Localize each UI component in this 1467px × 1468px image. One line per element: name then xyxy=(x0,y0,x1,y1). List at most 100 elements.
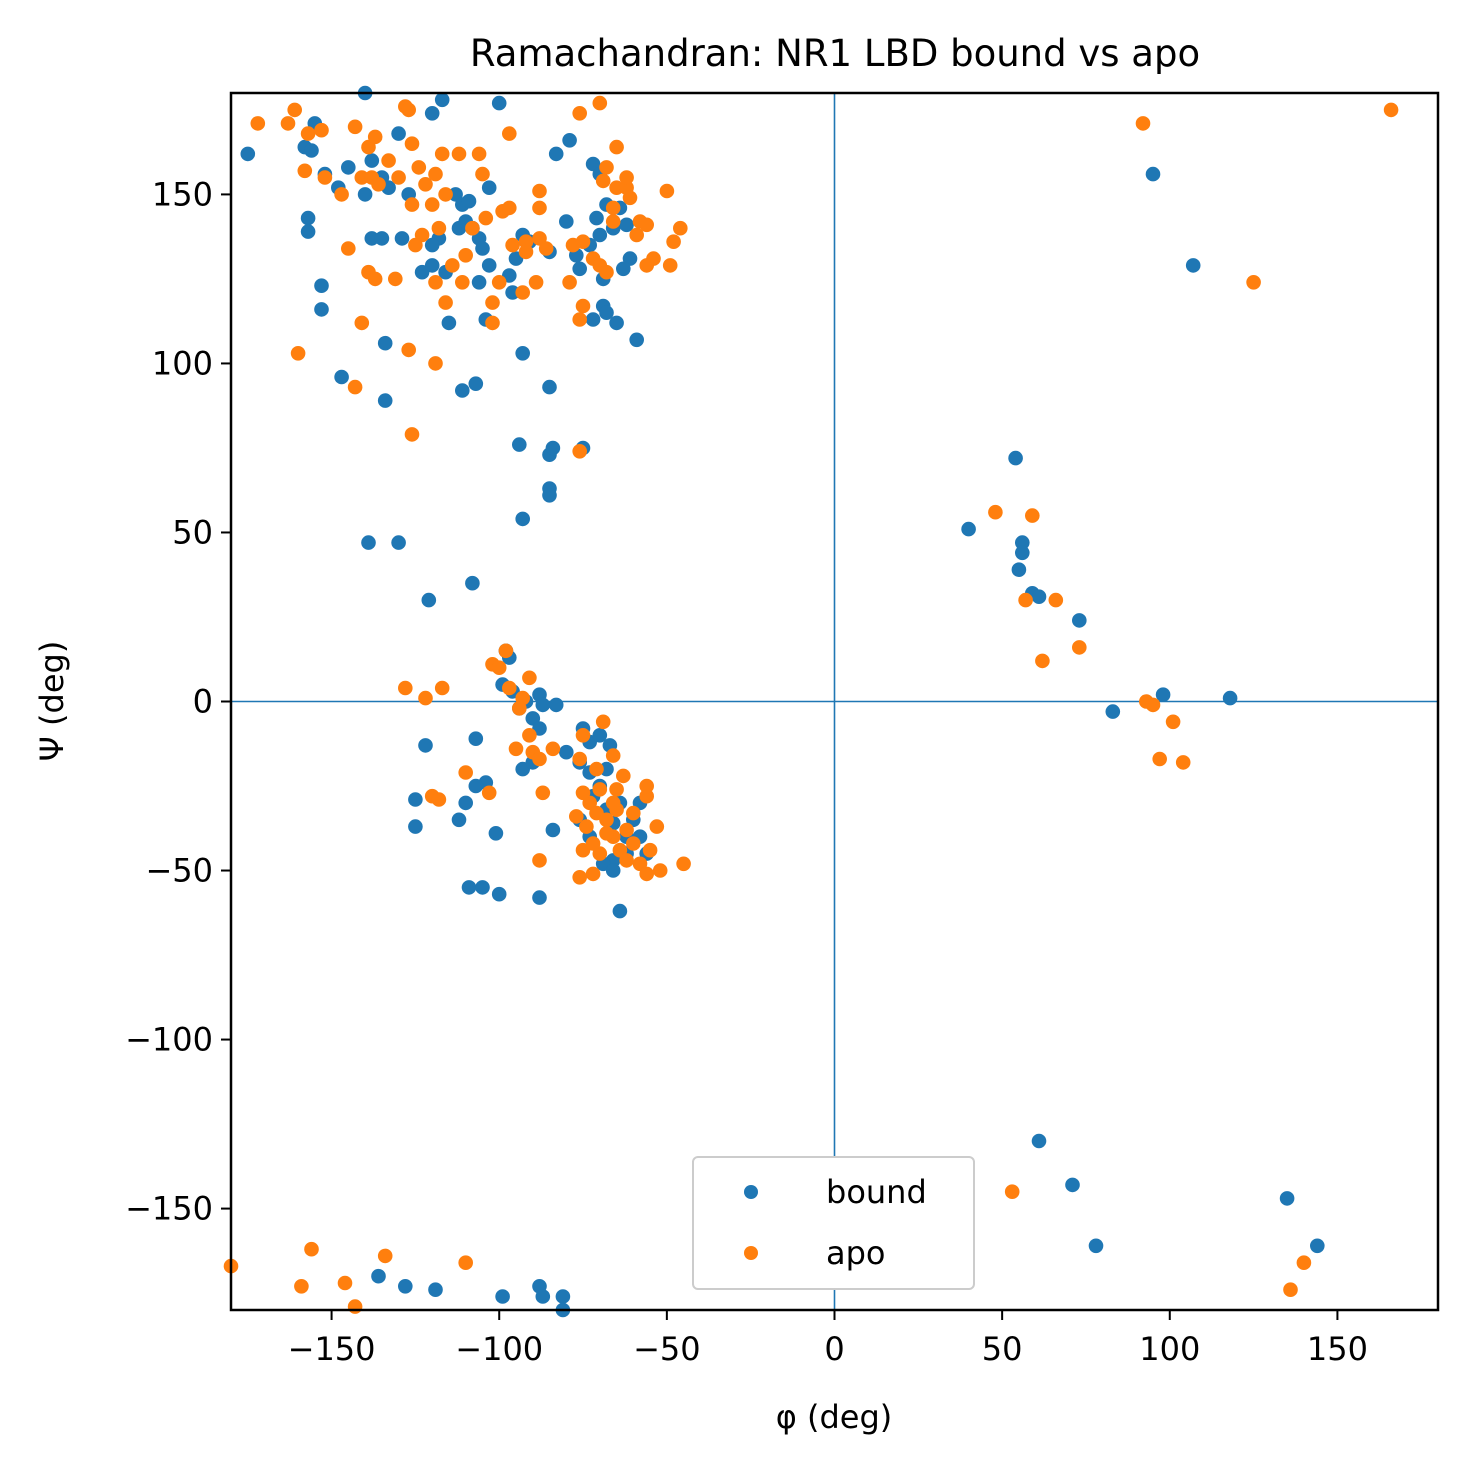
legend-marker-apo xyxy=(744,1246,758,1260)
bound-point xyxy=(374,231,390,246)
apo-point xyxy=(337,1275,353,1291)
apo-point xyxy=(404,427,420,442)
apo-point xyxy=(652,863,668,878)
apo-point xyxy=(428,275,443,290)
y-tick-label: 50 xyxy=(172,513,213,551)
bound-point xyxy=(475,241,490,256)
y-axis-ticks: −150 −100 −50 0 50 100 150 xyxy=(125,175,231,1228)
bound-point xyxy=(542,488,557,503)
bound-point xyxy=(616,261,631,277)
apo-point xyxy=(471,146,487,162)
apo-point xyxy=(626,805,641,821)
bound-point xyxy=(555,1289,571,1304)
bound-point xyxy=(592,227,608,243)
bound-point xyxy=(1008,450,1023,466)
legend-label-bound: bound xyxy=(826,1173,927,1211)
apo-point xyxy=(1035,653,1050,669)
apo-point xyxy=(639,788,654,804)
apo-point xyxy=(1018,592,1033,608)
bound-point xyxy=(592,728,608,743)
bound-point xyxy=(391,126,406,141)
bound-point xyxy=(300,210,316,226)
bound-point xyxy=(545,440,561,456)
apo-point xyxy=(398,680,413,696)
apo-point xyxy=(424,197,440,212)
bound-point xyxy=(408,819,423,834)
apo-point xyxy=(599,264,614,280)
bound-point xyxy=(488,826,504,841)
apo-point xyxy=(505,237,520,253)
apo-point xyxy=(1004,1184,1020,1199)
apo-point xyxy=(622,190,638,206)
apo-point xyxy=(1025,508,1040,523)
bound-point xyxy=(545,822,561,838)
bound-point xyxy=(1065,1177,1080,1193)
apo-point xyxy=(572,870,587,885)
bound-point xyxy=(585,312,601,327)
apo-point xyxy=(404,136,420,151)
bound-point xyxy=(408,792,423,807)
bound-point xyxy=(1185,258,1201,273)
apo-point xyxy=(666,234,681,249)
apo-point xyxy=(347,119,363,135)
apo-point xyxy=(317,170,333,185)
apo-point xyxy=(297,163,313,179)
apo-point xyxy=(572,751,587,767)
apo-point xyxy=(605,748,621,763)
bound-point xyxy=(619,217,634,233)
apo-point xyxy=(411,160,427,175)
bound-point xyxy=(559,214,574,229)
bound-point xyxy=(605,863,621,878)
apo-point xyxy=(1152,751,1167,767)
apo-point xyxy=(428,356,443,371)
y-tick-label: −50 xyxy=(145,852,213,890)
apo-point xyxy=(314,122,329,138)
apo-point xyxy=(377,1248,393,1264)
x-axis-label: φ (deg) xyxy=(776,1398,893,1436)
bound-point xyxy=(468,778,484,794)
apo-point xyxy=(1048,592,1064,608)
apo-point xyxy=(371,177,386,192)
bound-point xyxy=(424,258,440,273)
apo-point xyxy=(592,95,608,111)
y-tick-label: −150 xyxy=(125,1190,213,1228)
apo-point xyxy=(502,200,517,216)
apo-point xyxy=(354,170,370,185)
series-apo xyxy=(223,95,1399,1314)
bound-point xyxy=(468,731,484,746)
apo-point xyxy=(280,116,296,131)
apo-point xyxy=(1135,116,1151,131)
apo-point xyxy=(512,701,527,716)
apo-point xyxy=(626,836,641,851)
apo-point xyxy=(465,220,480,236)
apo-point xyxy=(528,275,544,290)
bound-point xyxy=(491,95,507,111)
apo-point xyxy=(1072,640,1087,655)
bound-point xyxy=(481,258,497,273)
apo-point xyxy=(592,782,608,797)
apo-point xyxy=(585,866,601,882)
bound-point xyxy=(434,92,450,108)
apo-point xyxy=(434,680,450,696)
apo-point xyxy=(605,200,621,216)
bound-point xyxy=(377,393,393,408)
bound-point xyxy=(341,160,356,175)
bound-point xyxy=(512,437,527,452)
bound-point xyxy=(1031,589,1047,604)
apo-point xyxy=(545,741,561,757)
bound-point xyxy=(1088,1238,1104,1254)
apo-point xyxy=(485,295,500,310)
apo-point xyxy=(445,258,460,273)
chart-title: Ramachandran: NR1 LBD bound vs apo xyxy=(470,32,1200,75)
apo-point xyxy=(485,315,500,331)
bound-point xyxy=(1031,1133,1047,1149)
bound-point xyxy=(304,143,319,158)
apo-point xyxy=(532,853,547,868)
apo-point xyxy=(1283,1282,1298,1297)
apo-point xyxy=(491,660,507,675)
apo-point xyxy=(629,227,644,243)
bound-point xyxy=(495,1289,510,1304)
bound-point xyxy=(1222,690,1238,706)
apo-point xyxy=(508,741,524,757)
bound-point xyxy=(562,133,577,148)
